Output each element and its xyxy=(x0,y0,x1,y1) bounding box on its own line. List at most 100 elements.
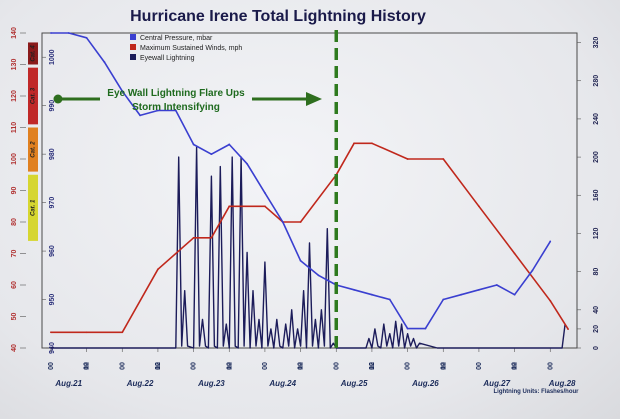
x-tick-label: 00 xyxy=(547,362,554,370)
x-tick-label: 00 xyxy=(84,362,91,370)
data-point-winds xyxy=(353,142,355,145)
pressure-tick-label: 1000 xyxy=(49,49,56,65)
winds-tick-label: 50 xyxy=(11,313,18,321)
annotation-dot xyxy=(53,94,63,104)
series-line-pressure xyxy=(50,32,551,330)
winds-tick-label: 60 xyxy=(11,281,18,289)
data-point-winds xyxy=(264,205,266,208)
x-tick-label: 00 xyxy=(405,362,412,370)
data-point-winds xyxy=(192,236,195,239)
data-point-pressure xyxy=(371,293,373,296)
lightning-tick-label: 0 xyxy=(593,346,600,350)
lightning-tick-label: 240 xyxy=(593,113,600,125)
data-point-pressure xyxy=(442,298,445,301)
data-point-pressure xyxy=(317,274,320,277)
data-point-pressure xyxy=(264,192,266,194)
data-point-pressure xyxy=(228,143,231,146)
data-point-winds xyxy=(121,331,124,334)
hour-tick-label: 12 xyxy=(440,362,447,370)
data-point-pressure xyxy=(192,143,195,146)
data-point-pressure xyxy=(103,61,106,63)
units-note: Lightning Units: Flashes/hour xyxy=(494,389,580,395)
cat-band-4 xyxy=(28,42,38,65)
winds-tick-label: 90 xyxy=(11,187,18,195)
x-tick-label: 00 xyxy=(333,362,340,370)
data-point-winds xyxy=(567,328,569,330)
cat-band-2 xyxy=(28,127,38,172)
lightning-tick-label: 160 xyxy=(593,189,600,201)
data-point-pressure xyxy=(299,259,302,262)
winds-tick-label: 80 xyxy=(11,218,18,226)
date-label: Aug.22 xyxy=(126,379,154,388)
hour-tick-label: 12 xyxy=(155,362,162,370)
x-tick-label: 00 xyxy=(369,362,376,370)
cat-band-1 xyxy=(28,174,38,241)
hour-tick-label: 12 xyxy=(298,362,305,370)
lightning-tick-label: 320 xyxy=(593,37,600,49)
lightning-tick-label: 20 xyxy=(593,325,600,333)
cat-label-3: Cat. 3 xyxy=(31,87,37,104)
data-point-pressure xyxy=(406,327,409,330)
data-point-pressure xyxy=(50,32,52,34)
series-line-lightning xyxy=(50,146,566,349)
pressure-tick-label: 980 xyxy=(49,148,56,160)
x-tick-label: 00 xyxy=(119,362,126,370)
data-point-pressure xyxy=(281,221,284,223)
lightning-tick-label: 80 xyxy=(593,268,600,276)
x-tick-label: 00 xyxy=(440,362,447,370)
legend-swatch-lightning xyxy=(130,54,136,60)
data-point-pressure xyxy=(549,240,552,243)
lightning-tick-label: 280 xyxy=(593,75,600,87)
winds-tick-label: 120 xyxy=(11,90,18,102)
chart-title: Hurricane Irene Total Lightning History xyxy=(130,8,426,25)
x-tick-label: 00 xyxy=(512,362,519,370)
hour-tick-label: 12 xyxy=(84,362,91,370)
lightning-tick-label: 120 xyxy=(593,228,600,240)
data-point-pressure xyxy=(157,109,159,112)
pressure-tick-label: 950 xyxy=(49,294,56,306)
data-point-winds xyxy=(157,268,159,271)
legend-label-winds: Maximum Sustained Winds, mph xyxy=(140,45,242,52)
winds-tick-label: 40 xyxy=(11,344,18,352)
pressure-tick-label: 990 xyxy=(49,100,56,112)
legend-label-lightning: Eyewall Lightning xyxy=(140,55,195,62)
x-tick-label: 00 xyxy=(262,362,269,370)
cat-label-2: Cat. 2 xyxy=(31,141,37,158)
cat-label-1: Cat. 1 xyxy=(31,199,37,216)
data-point-winds xyxy=(50,331,52,334)
data-point-winds xyxy=(549,299,552,302)
x-tick-label: 00 xyxy=(226,362,233,370)
data-point-pressure xyxy=(67,32,70,34)
hour-tick-label: 12 xyxy=(226,362,233,370)
x-tick-label: 00 xyxy=(48,362,55,370)
x-tick-label: 00 xyxy=(476,362,483,370)
date-label: Aug.25 xyxy=(340,379,368,388)
date-label: Aug.23 xyxy=(197,379,225,388)
annotation-line-1: Eye Wall Lightning Flare Ups xyxy=(107,88,245,99)
data-point-pressure xyxy=(388,298,391,301)
data-point-winds xyxy=(210,236,213,239)
cat-band-3 xyxy=(28,67,38,125)
legend-swatch-winds xyxy=(130,44,136,50)
data-point-pressure xyxy=(353,288,355,291)
data-point-winds xyxy=(228,205,231,208)
data-point-winds xyxy=(442,158,445,160)
data-point-pressure xyxy=(478,288,480,291)
plot-frame xyxy=(41,32,578,349)
data-point-winds xyxy=(371,142,373,145)
data-point-winds xyxy=(85,331,88,334)
saffir-simpson-bar: Cat. 1 Cat. 2 Cat. 3 Cat. 4 xyxy=(28,42,38,241)
date-label: Aug.28 xyxy=(548,379,576,388)
hour-tick-label: 12 xyxy=(512,362,519,370)
date-label: Aug.26 xyxy=(411,379,439,388)
x-tick-label: 00 xyxy=(155,362,162,370)
data-point-winds xyxy=(513,252,516,255)
arrowhead-icon xyxy=(306,92,322,106)
data-point-pressure xyxy=(460,293,462,296)
data-point-pressure xyxy=(424,327,427,330)
data-point-pressure xyxy=(174,109,177,112)
pressure-tick-label: 970 xyxy=(49,197,56,209)
data-point-pressure xyxy=(246,162,248,165)
